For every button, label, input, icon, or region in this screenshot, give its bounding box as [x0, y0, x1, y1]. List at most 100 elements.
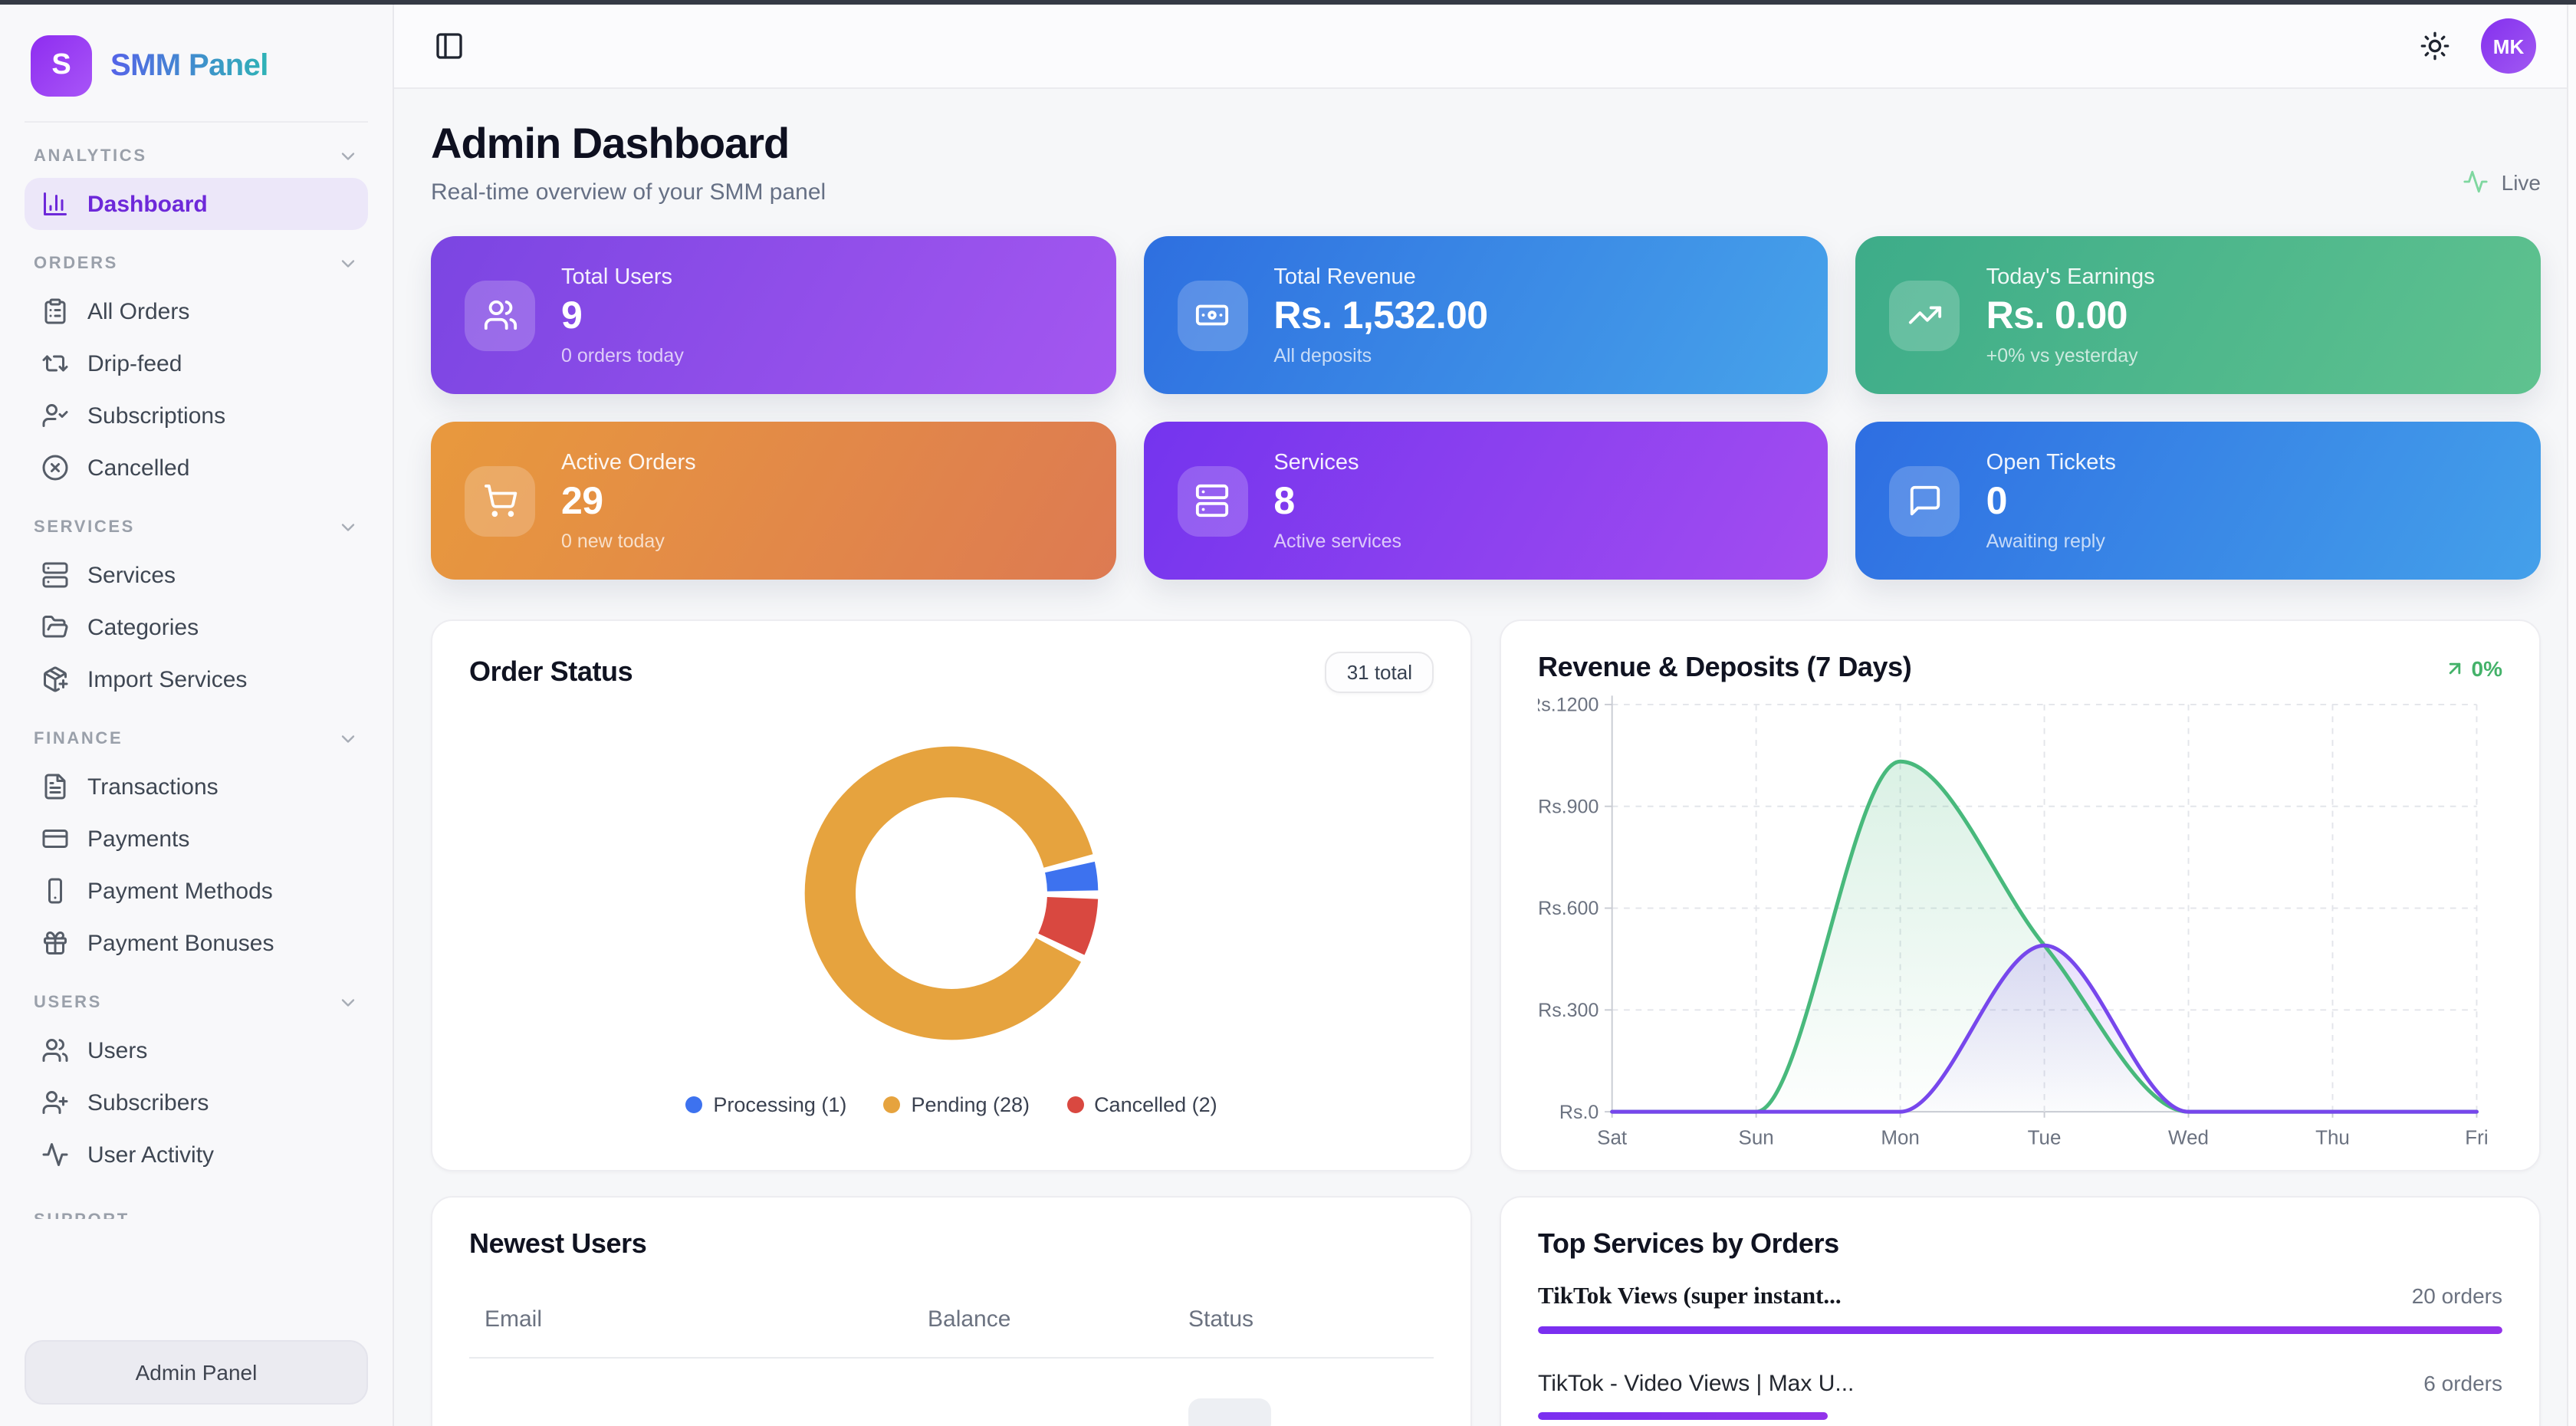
section-finance[interactable]: FINANCE — [34, 728, 359, 750]
sidebar-item-label: Payments — [87, 826, 190, 852]
x-circle-icon — [42, 455, 68, 481]
svg-text:Rs.600: Rs.600 — [1538, 898, 1598, 919]
order-status-card: Order Status 31 total Processing (1) Pen… — [431, 619, 1472, 1171]
stat-card-total-users[interactable]: Total Users 9 0 orders today — [431, 236, 1116, 394]
avatar[interactable]: MK — [2481, 18, 2536, 74]
stat-label: Services — [1273, 450, 1359, 475]
sidebar-toggle-button[interactable] — [434, 31, 465, 61]
stat-card-services[interactable]: Services 8 Active services — [1143, 422, 1829, 580]
svg-text:Rs.1200: Rs.1200 — [1538, 695, 1598, 716]
svg-text:Mon: Mon — [1881, 1125, 1920, 1148]
sidebar: S SMM Panel ANALYTICS Dashboard ORDERS — [0, 5, 394, 1426]
section-label: USERS — [34, 994, 102, 1012]
sidebar-item-payment-methods[interactable]: Payment Methods — [25, 865, 368, 917]
order-status-donut-chart[interactable] — [794, 736, 1109, 1050]
live-indicator: Live — [2463, 169, 2541, 195]
sidebar-item-payment-bonuses[interactable]: Payment Bonuses — [25, 917, 368, 969]
section-users[interactable]: USERS — [34, 992, 359, 1014]
sidebar-item-cancelled[interactable]: Cancelled — [25, 442, 368, 494]
svg-text:Thu: Thu — [2315, 1125, 2350, 1148]
revenue-area-chart[interactable]: Rs.0 Rs.300 Rs.600 Rs.900 Rs.1200 Sat Sun Mon Tu… — [1527, 684, 2495, 1153]
dashboard-content: Admin Dashboard Real-time overview of yo… — [394, 89, 2576, 1426]
sidebar-item-label: Dashboard — [87, 191, 208, 217]
bar-chart-icon — [44, 192, 67, 215]
sidebar-item-label: Subscriptions — [87, 402, 226, 429]
sun-icon — [2420, 31, 2450, 61]
legend-dot — [883, 1096, 901, 1113]
sidebar-item-transactions[interactable]: Transactions — [25, 761, 368, 813]
stat-card-todays-earnings[interactable]: Today's Earnings Rs. 0.00 +0% vs yesterday — [1855, 236, 2541, 394]
stat-card-open-tickets[interactable]: Open Tickets 0 Awaiting reply — [1855, 422, 2541, 580]
service-row[interactable]: TikTok - Video Views | Max U... 6 orders — [1538, 1371, 2502, 1397]
sidebar-item-label: Import Services — [87, 666, 248, 692]
activity-icon — [42, 1143, 68, 1166]
topbar: MK — [394, 5, 2576, 89]
sidebar-item-payments[interactable]: Payments — [25, 813, 368, 865]
sidebar-item-label: Subscribers — [87, 1089, 209, 1116]
service-orders: 6 orders — [2423, 1371, 2502, 1395]
legend-label: Processing (1) — [713, 1093, 847, 1116]
top-services-title: Top Services by Orders — [1538, 1228, 1839, 1259]
column-email: Email — [485, 1306, 543, 1332]
stat-sub: All deposits — [1273, 344, 1372, 366]
page-subtitle: Real-time overview of your SMM panel — [431, 179, 826, 205]
section-label: ORDERS — [34, 255, 118, 273]
sidebar-item-label: Cancelled — [87, 455, 190, 481]
stat-value: 29 — [561, 479, 603, 522]
legend-dot — [685, 1096, 703, 1113]
newest-users-title: Newest Users — [469, 1228, 647, 1259]
stat-label: Open Tickets — [1986, 450, 2116, 475]
server-icon — [42, 562, 68, 588]
sidebar-item-users[interactable]: Users — [25, 1024, 368, 1076]
sidebar-item-user-activity[interactable]: User Activity — [25, 1129, 368, 1181]
top-services-card: Top Services by Orders TikTok Views (sup… — [1500, 1196, 2541, 1426]
section-orders[interactable]: ORDERS — [34, 253, 359, 274]
sidebar-item-import-services[interactable]: Import Services — [25, 653, 368, 705]
sidebar-item-services[interactable]: Services — [25, 549, 368, 601]
package-plus-icon — [44, 666, 68, 692]
chevron-down-icon — [341, 524, 355, 531]
service-bar-track — [1538, 1412, 2502, 1420]
scrollbar-track[interactable] — [2567, 5, 2576, 1426]
clipboard-list-icon — [44, 298, 66, 324]
app-logo: S — [31, 35, 92, 97]
sidebar-item-subscriptions[interactable]: Subscriptions — [25, 389, 368, 442]
stats-grid: Total Users 9 0 orders today Total Revenue… — [431, 236, 2541, 580]
service-name: TikTok Views (super instant... — [1538, 1283, 1842, 1309]
stat-label: Total Revenue — [1273, 264, 1416, 289]
svg-text:Sun: Sun — [1739, 1125, 1774, 1148]
section-label: SERVICES — [34, 518, 135, 537]
stat-label: Total Users — [561, 264, 673, 289]
admin-panel-button[interactable]: Admin Panel — [25, 1340, 368, 1405]
stat-label: Active Orders — [561, 450, 696, 475]
sidebar-item-label: Payment Bonuses — [87, 930, 274, 956]
stat-value: Rs. 0.00 — [1986, 294, 2128, 337]
activity-icon — [2464, 170, 2489, 193]
stat-sub: 0 new today — [561, 530, 665, 551]
svg-text:Rs.300: Rs.300 — [1538, 1000, 1598, 1021]
order-status-title: Order Status — [469, 656, 633, 687]
brand-name: SMM Panel — [110, 48, 268, 82]
service-name: TikTok - Video Views | Max U... — [1538, 1371, 1855, 1397]
section-analytics[interactable]: ANALYTICS — [34, 146, 359, 167]
section-services[interactable]: SERVICES — [34, 517, 359, 538]
stat-card-total-revenue[interactable]: Total Revenue Rs. 1,532.00 All deposits — [1143, 236, 1829, 394]
stat-card-active-orders[interactable]: Active Orders 29 0 new today — [431, 422, 1116, 580]
revenue-title: Revenue & Deposits (7 Days) — [1538, 652, 1912, 682]
sidebar-item-subscribers[interactable]: Subscribers — [25, 1076, 368, 1129]
theme-toggle-button[interactable] — [2420, 31, 2450, 61]
gift-icon — [44, 932, 67, 955]
sidebar-item-label: Categories — [87, 614, 199, 640]
table-row[interactable] — [469, 1398, 1434, 1426]
sidebar-item-all-orders[interactable]: All Orders — [25, 285, 368, 337]
service-row[interactable]: TikTok Views (super instant... 20 orders — [1538, 1283, 2502, 1311]
shopping-cart-icon — [484, 485, 517, 518]
stat-sub: +0% vs yesterday — [1986, 344, 2138, 366]
newest-users-table-header: Email Balance Status — [469, 1306, 1434, 1359]
sidebar-item-dashboard[interactable]: Dashboard — [25, 178, 368, 230]
section-label: SUPPORT — [34, 1211, 130, 1219]
sidebar-item-categories[interactable]: Categories — [25, 601, 368, 653]
status-badge — [1188, 1398, 1271, 1426]
sidebar-item-drip-feed[interactable]: Drip-feed — [25, 337, 368, 389]
